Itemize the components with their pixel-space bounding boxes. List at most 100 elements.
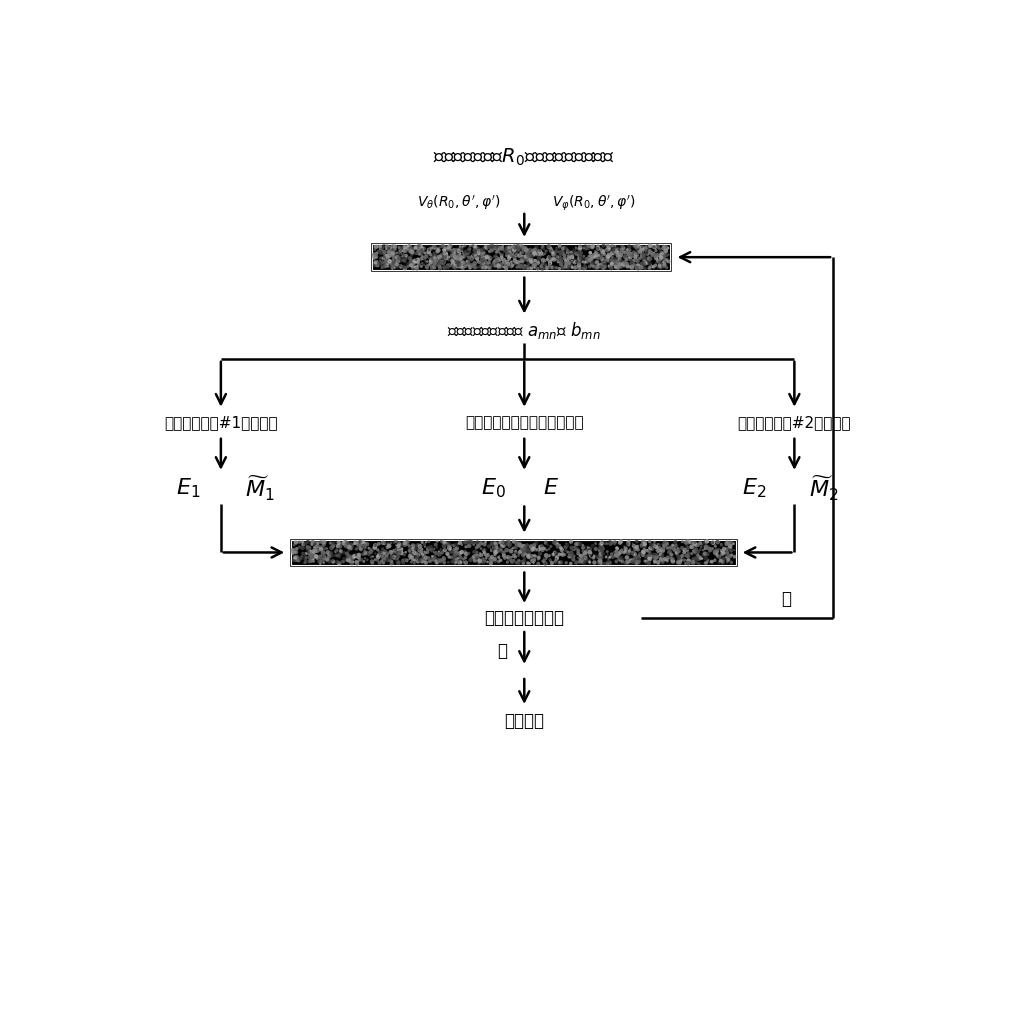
Point <box>509 536 526 553</box>
Point <box>546 534 563 551</box>
Point <box>397 243 413 259</box>
Point <box>368 255 385 272</box>
Point <box>618 244 634 260</box>
Point <box>397 536 413 553</box>
Point <box>666 541 682 558</box>
Point <box>404 255 420 272</box>
Point <box>491 240 507 256</box>
Point <box>639 541 656 558</box>
Bar <box>288 538 739 567</box>
Point <box>564 259 580 276</box>
Point <box>647 555 663 571</box>
Point <box>400 249 416 265</box>
Point <box>665 553 681 569</box>
Point <box>513 537 529 554</box>
Point <box>324 553 341 569</box>
Point <box>583 545 599 562</box>
Point <box>419 246 436 262</box>
Point <box>444 554 460 570</box>
Point <box>383 546 399 563</box>
Point <box>307 539 323 556</box>
Point <box>500 251 517 268</box>
Point <box>648 248 664 264</box>
Point <box>432 254 448 271</box>
Point <box>676 541 693 558</box>
Point <box>454 249 471 265</box>
Point <box>551 537 568 554</box>
Point <box>371 254 388 271</box>
Point <box>367 552 384 568</box>
Point <box>476 542 492 559</box>
Point <box>609 549 625 565</box>
Point <box>288 540 305 557</box>
Point <box>451 243 468 259</box>
Point <box>499 242 516 258</box>
Point <box>483 250 499 267</box>
Point <box>726 542 743 559</box>
Point <box>412 239 429 255</box>
Point <box>551 244 568 260</box>
Point <box>634 259 651 276</box>
Point <box>510 545 527 562</box>
Point <box>444 244 460 260</box>
Point <box>375 545 392 562</box>
Point <box>536 540 552 557</box>
Point <box>649 538 665 555</box>
Point <box>507 549 524 565</box>
Point <box>495 254 512 271</box>
Point <box>515 253 531 270</box>
Point <box>544 555 561 571</box>
Point <box>306 553 322 569</box>
Point <box>588 248 605 264</box>
Point <box>599 252 616 269</box>
Point <box>471 244 487 260</box>
Point <box>723 546 740 563</box>
Point <box>713 553 729 569</box>
Point <box>537 547 553 564</box>
Point <box>466 242 483 258</box>
Point <box>553 541 570 558</box>
Point <box>551 554 568 570</box>
Point <box>604 249 620 265</box>
Point <box>324 547 341 564</box>
Point <box>654 543 670 560</box>
Point <box>623 252 639 269</box>
Point <box>429 533 445 550</box>
Point <box>687 554 704 570</box>
Point <box>626 546 642 563</box>
Point <box>626 542 642 559</box>
Point <box>411 537 428 554</box>
Point <box>585 550 602 566</box>
Point <box>489 239 505 255</box>
Point <box>603 247 619 263</box>
Point <box>408 245 425 261</box>
Point <box>367 537 384 554</box>
Point <box>501 249 518 265</box>
Point <box>466 552 483 568</box>
Point <box>470 259 486 276</box>
Point <box>601 241 617 257</box>
Point <box>642 244 659 260</box>
Point <box>599 248 616 264</box>
Point <box>396 243 412 259</box>
Point <box>607 259 623 276</box>
Point <box>379 252 395 269</box>
Point <box>651 536 667 553</box>
Point <box>653 551 669 567</box>
Point <box>484 549 500 565</box>
Point <box>516 541 532 558</box>
Point <box>310 539 326 556</box>
Point <box>445 250 461 267</box>
Point <box>449 554 465 570</box>
Point <box>596 246 613 262</box>
Point <box>623 254 639 271</box>
Point <box>717 544 733 561</box>
Point <box>650 536 666 553</box>
Point <box>371 544 388 561</box>
Point <box>444 253 460 270</box>
Point <box>582 258 598 275</box>
Point <box>476 257 492 274</box>
Point <box>486 240 502 256</box>
Point <box>571 247 587 263</box>
Bar <box>368 241 674 274</box>
